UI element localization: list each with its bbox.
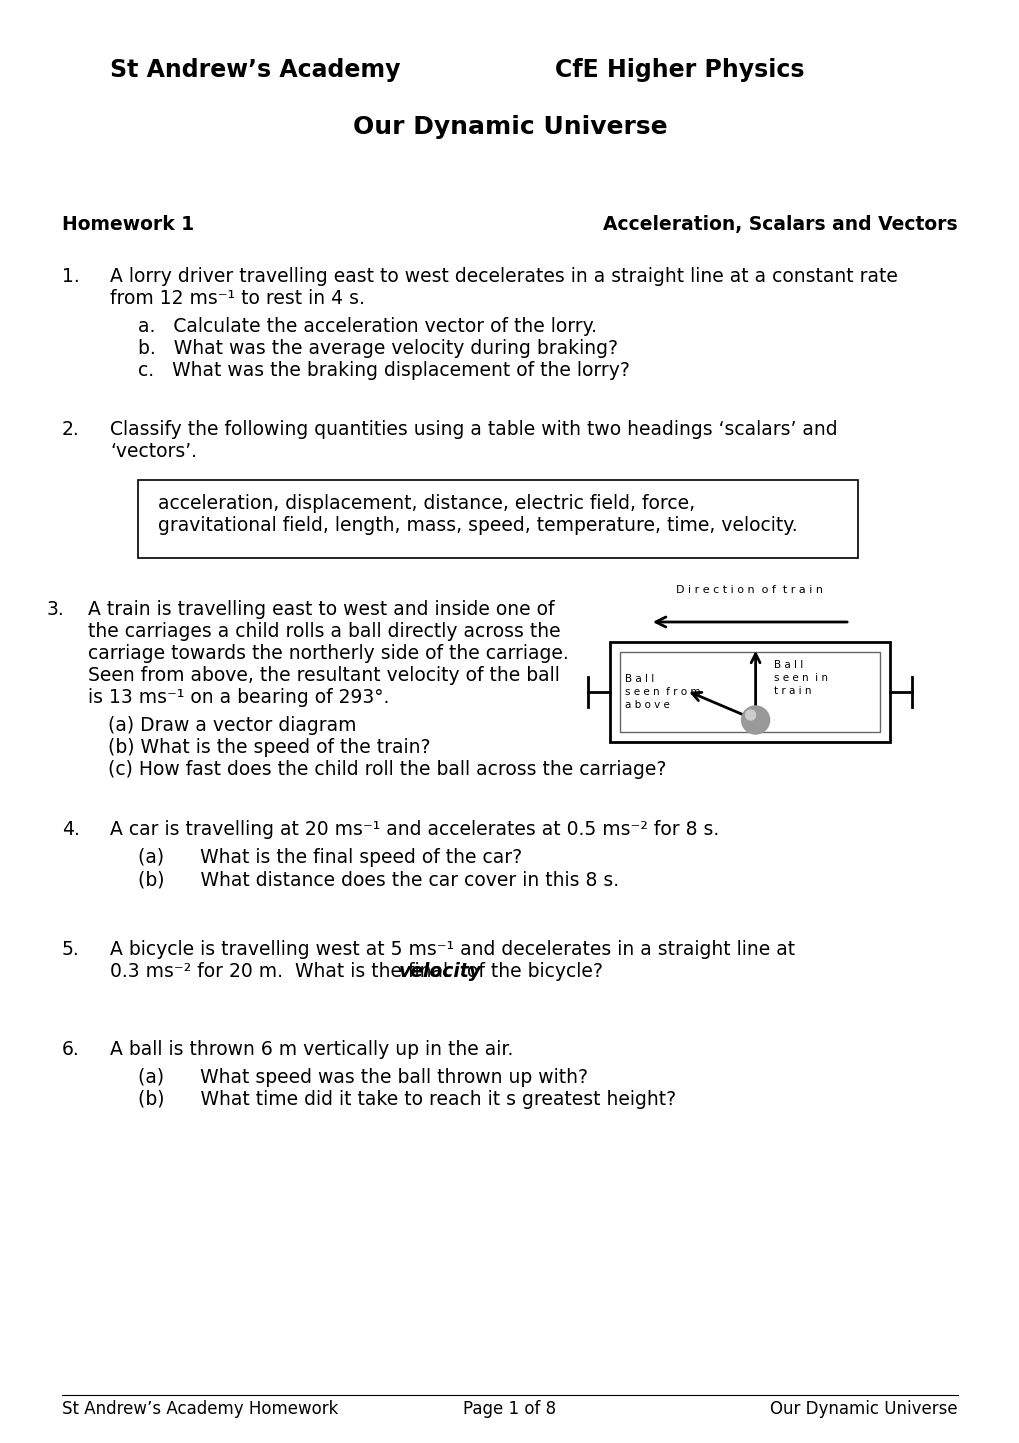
Text: 2.: 2. [62, 420, 79, 439]
Text: gravitational field, length, mass, speed, temperature, time, velocity.: gravitational field, length, mass, speed… [158, 517, 797, 535]
Text: carriage towards the northerly side of the carriage.: carriage towards the northerly side of t… [88, 644, 569, 662]
Text: a.   Calculate the acceleration vector of the lorry.: a. Calculate the acceleration vector of … [138, 317, 596, 336]
Text: 3.: 3. [47, 600, 64, 619]
Text: Our Dynamic Universe: Our Dynamic Universe [353, 115, 666, 139]
Bar [620, 652, 879, 732]
Text: (b) What is the speed of the train?: (b) What is the speed of the train? [108, 737, 430, 758]
Text: A ball is thrown 6 m vertically up in the air.: A ball is thrown 6 m vertically up in th… [110, 1040, 513, 1059]
Text: Homework 1: Homework 1 [62, 215, 194, 234]
Text: the carriages a child rolls a ball directly across the: the carriages a child rolls a ball direc… [88, 622, 560, 641]
Text: (a) Draw a vector diagram: (a) Draw a vector diagram [108, 716, 357, 734]
Text: Our Dynamic Universe: Our Dynamic Universe [769, 1400, 957, 1418]
Text: (c) How fast does the child roll the ball across the carriage?: (c) How fast does the child roll the bal… [108, 760, 665, 779]
Text: B a l l
s e e n  i n
t r a i n: B a l l s e e n i n t r a i n [772, 659, 826, 697]
Text: St Andrew’s Academy Homework: St Andrew’s Academy Homework [62, 1400, 338, 1418]
Text: velocity: velocity [398, 962, 481, 981]
Text: ‘vectors’.: ‘vectors’. [110, 442, 197, 460]
Text: (a)      What is the final speed of the car?: (a) What is the final speed of the car? [138, 848, 522, 867]
Text: is 13 ms⁻¹ on a bearing of 293°.: is 13 ms⁻¹ on a bearing of 293°. [88, 688, 389, 707]
Text: Acceleration, Scalars and Vectors: Acceleration, Scalars and Vectors [603, 215, 957, 234]
Text: 1.: 1. [62, 267, 79, 286]
Text: St Andrew’s Academy: St Andrew’s Academy [110, 58, 399, 82]
Text: 0.3 ms⁻² for 20 m.  What is the final: 0.3 ms⁻² for 20 m. What is the final [110, 962, 453, 981]
Text: B a l l
s e e n  f r o m
a b o v e: B a l l s e e n f r o m a b o v e [625, 674, 700, 710]
Circle shape [745, 710, 755, 720]
Text: A bicycle is travelling west at 5 ms⁻¹ and decelerates in a straight line at: A bicycle is travelling west at 5 ms⁻¹ a… [110, 939, 795, 960]
Text: Classify the following quantities using a table with two headings ‘scalars’ and: Classify the following quantities using … [110, 420, 837, 439]
Text: acceleration, displacement, distance, electric field, force,: acceleration, displacement, distance, el… [158, 494, 694, 514]
Bar [609, 642, 890, 742]
Text: Page 1 of 8: Page 1 of 8 [463, 1400, 556, 1418]
Text: 6.: 6. [62, 1040, 79, 1059]
Text: c.   What was the braking displacement of the lorry?: c. What was the braking displacement of … [138, 361, 630, 380]
Text: (b)      What time did it take to reach it s greatest height?: (b) What time did it take to reach it s … [138, 1089, 676, 1110]
Text: D i r e c t i o n  o f  t r a i n: D i r e c t i o n o f t r a i n [676, 584, 822, 595]
Text: b.   What was the average velocity during braking?: b. What was the average velocity during … [138, 339, 618, 358]
Text: from 12 ms⁻¹ to rest in 4 s.: from 12 ms⁻¹ to rest in 4 s. [110, 289, 365, 307]
Text: A train is travelling east to west and inside one of: A train is travelling east to west and i… [88, 600, 554, 619]
Circle shape [741, 706, 769, 734]
Text: Seen from above, the resultant velocity of the ball: Seen from above, the resultant velocity … [88, 667, 559, 685]
Text: A car is travelling at 20 ms⁻¹ and accelerates at 0.5 ms⁻² for 8 s.: A car is travelling at 20 ms⁻¹ and accel… [110, 820, 718, 838]
Text: of the bicycle?: of the bicycle? [461, 962, 602, 981]
Text: 5.: 5. [62, 939, 79, 960]
Text: CfE Higher Physics: CfE Higher Physics [554, 58, 804, 82]
Text: (b)      What distance does the car cover in this 8 s.: (b) What distance does the car cover in … [138, 870, 619, 889]
Text: A lorry driver travelling east to west decelerates in a straight line at a const: A lorry driver travelling east to west d… [110, 267, 897, 286]
Bar [138, 481, 857, 558]
Text: (a)      What speed was the ball thrown up with?: (a) What speed was the ball thrown up wi… [138, 1068, 587, 1087]
Text: 4.: 4. [62, 820, 79, 838]
